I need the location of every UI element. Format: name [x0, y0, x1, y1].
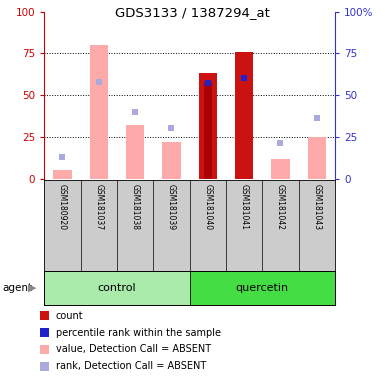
Point [132, 109, 138, 115]
Bar [204, 82, 212, 179]
Bar [90, 45, 108, 179]
Text: count: count [56, 311, 84, 321]
Point [314, 115, 320, 121]
Text: value, Detection Call = ABSENT: value, Detection Call = ABSENT [56, 344, 211, 354]
Text: GSM181043: GSM181043 [312, 184, 321, 230]
Point [205, 80, 211, 86]
Text: GSM181039: GSM181039 [167, 184, 176, 230]
Bar [162, 142, 181, 179]
Bar [235, 51, 253, 179]
Text: GSM181040: GSM181040 [203, 184, 212, 230]
Bar [271, 159, 290, 179]
Text: rank, Detection Call = ABSENT: rank, Detection Call = ABSENT [56, 361, 206, 371]
Point [277, 141, 283, 147]
Text: control: control [98, 283, 136, 293]
Bar [308, 137, 326, 179]
Text: GSM181037: GSM181037 [94, 184, 103, 230]
Bar [54, 170, 72, 179]
Text: GSM180920: GSM180920 [58, 184, 67, 230]
Point [168, 125, 174, 131]
Point [59, 154, 65, 160]
Bar [190, 271, 335, 305]
Text: ▶: ▶ [28, 283, 36, 293]
Text: agent: agent [2, 283, 32, 293]
Text: percentile rank within the sample: percentile rank within the sample [56, 328, 221, 338]
Text: GDS3133 / 1387294_at: GDS3133 / 1387294_at [115, 6, 270, 19]
Point [241, 75, 247, 81]
Point [96, 79, 102, 85]
Bar [44, 271, 190, 305]
Text: GSM181042: GSM181042 [276, 184, 285, 230]
Bar [199, 73, 217, 179]
Bar [126, 125, 144, 179]
Text: GSM181038: GSM181038 [131, 184, 140, 230]
Text: quercetin: quercetin [236, 283, 289, 293]
Text: GSM181041: GSM181041 [239, 184, 249, 230]
